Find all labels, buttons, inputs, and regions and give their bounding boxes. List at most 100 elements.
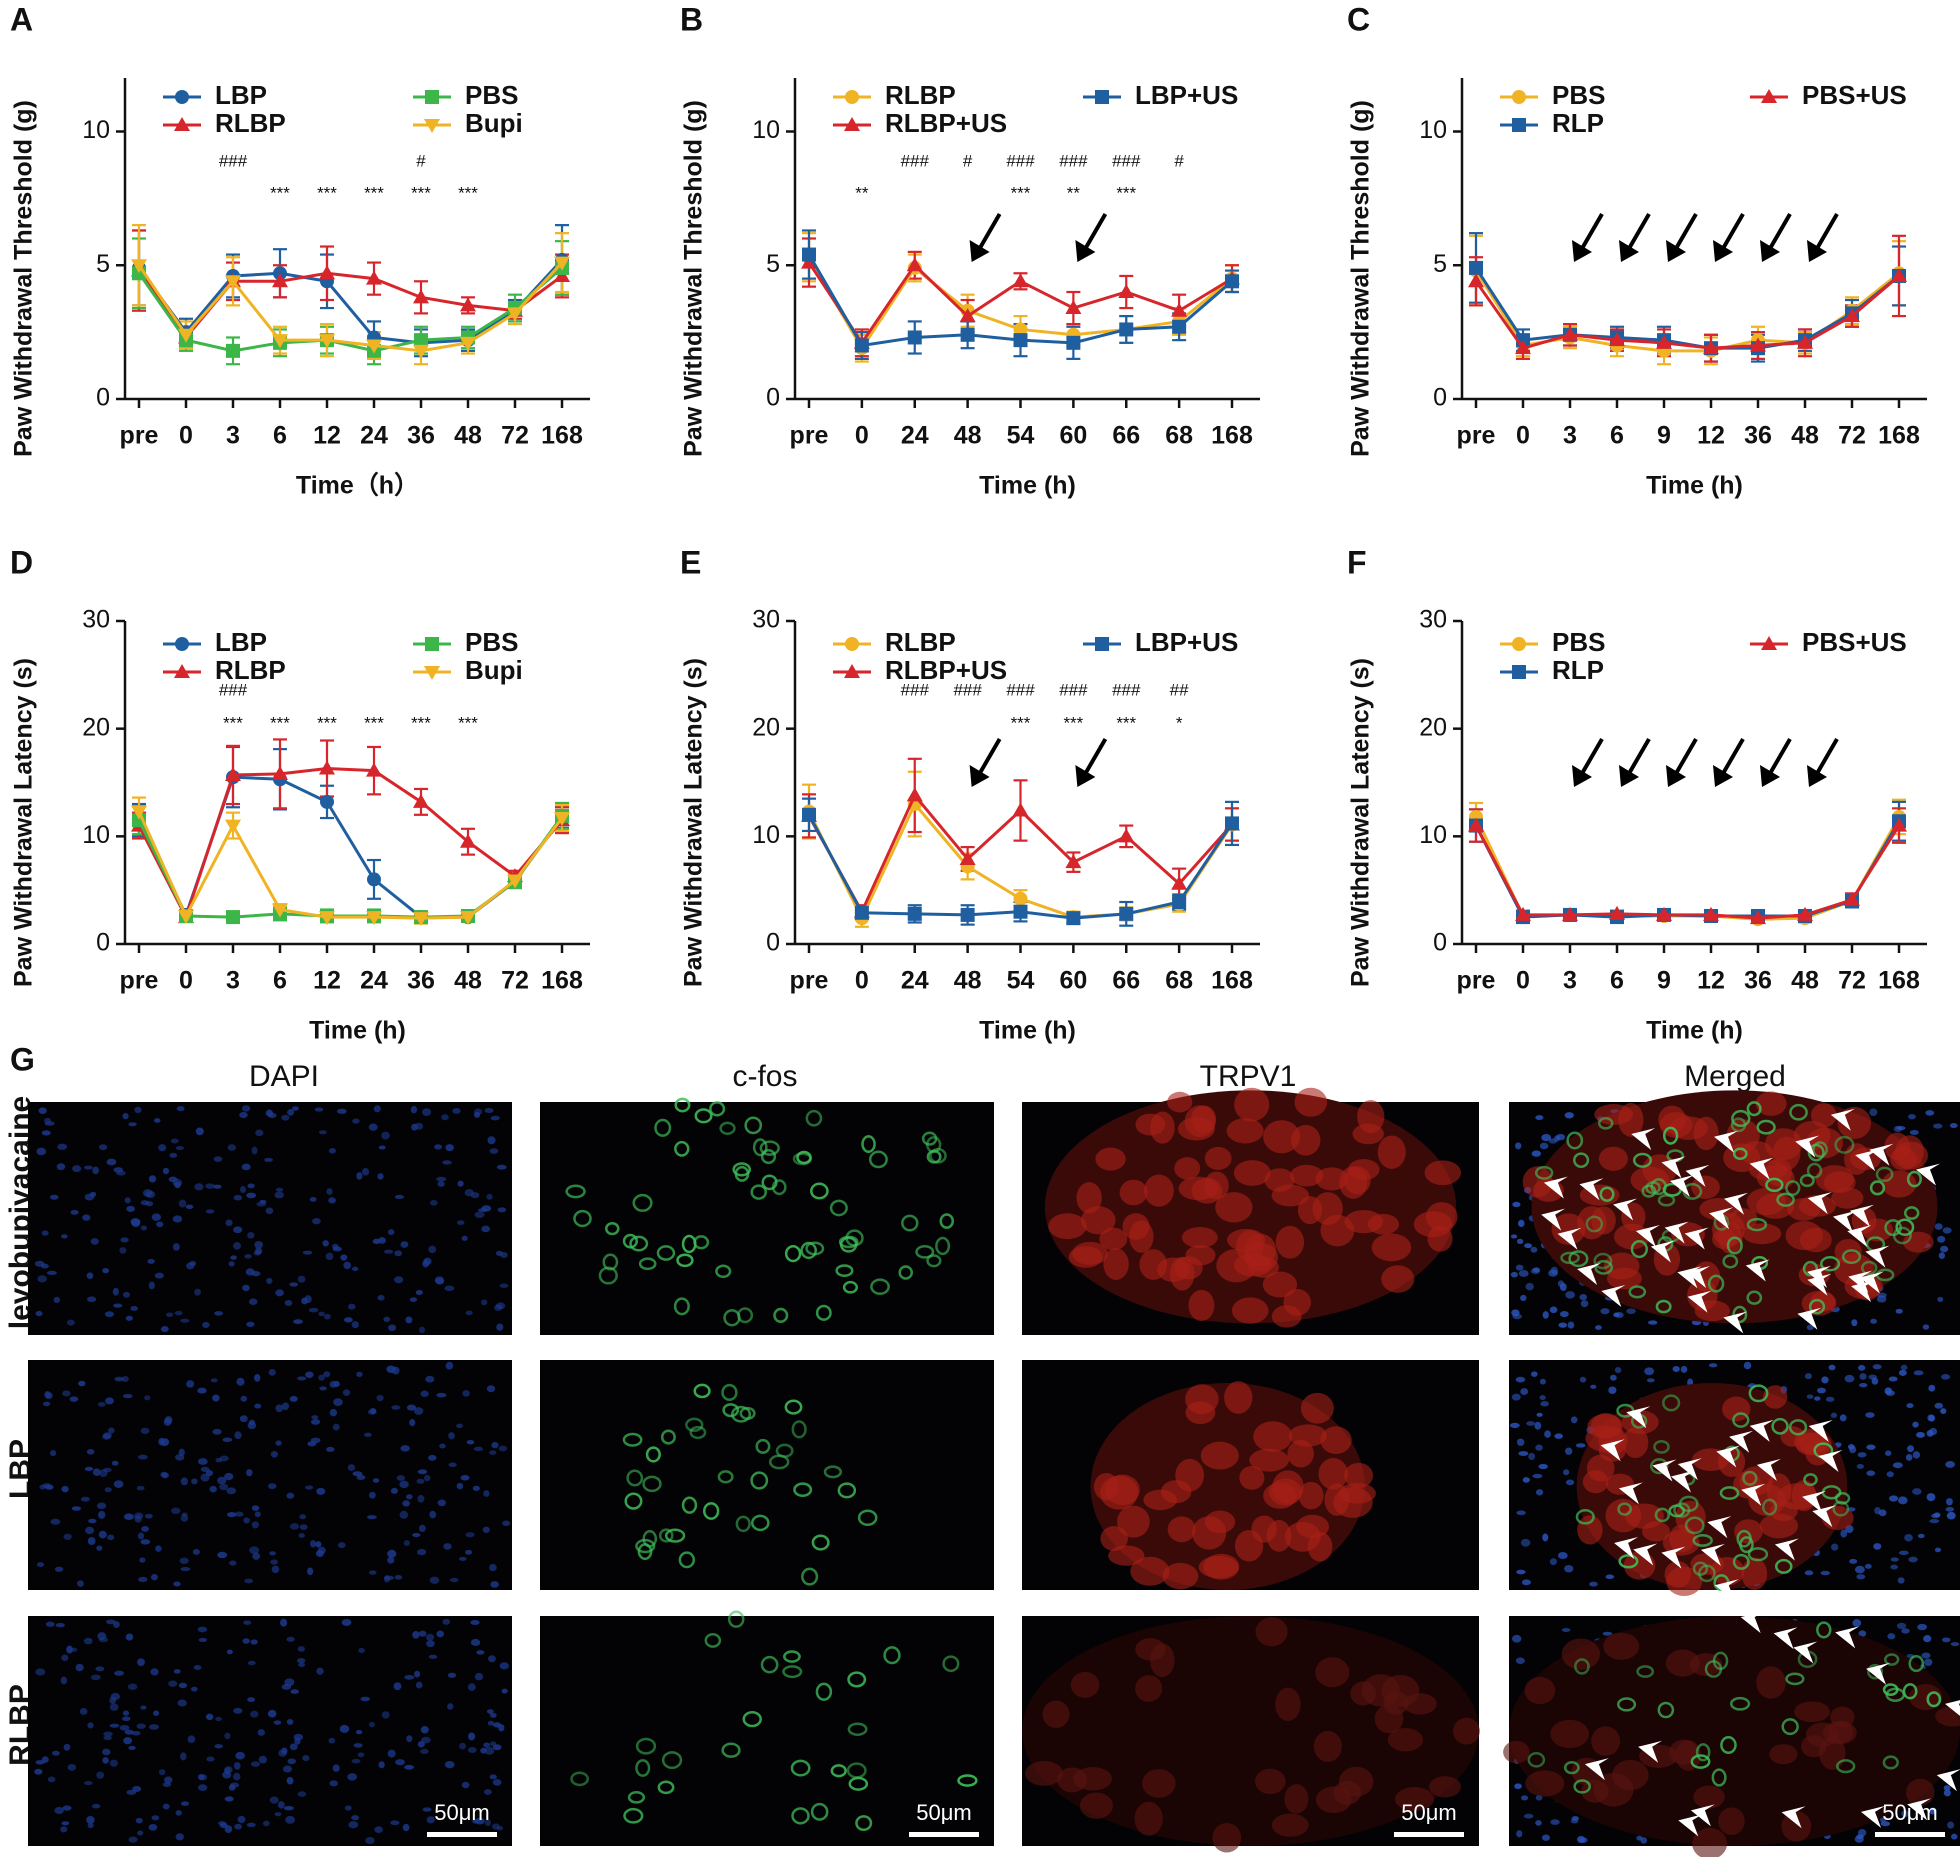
nucleus [470, 1192, 480, 1199]
nucleus [412, 1630, 420, 1639]
nucleus [351, 1321, 359, 1329]
nucleus [326, 1188, 333, 1195]
nucleus [112, 1621, 120, 1628]
column-label: TRPV1 [1200, 1060, 1297, 1093]
nucleus [229, 1560, 237, 1566]
cfos-cell [1746, 1290, 1763, 1305]
cfos-cell [1653, 1440, 1670, 1454]
nucleus [355, 1729, 363, 1735]
nucleus [1924, 1658, 1933, 1667]
scale-bar-label: 50μm [434, 1800, 489, 1825]
nucleus [1567, 1321, 1575, 1329]
pointer-arrow [1670, 1470, 1695, 1493]
nucleus [1672, 1365, 1680, 1373]
marker [1797, 906, 1813, 921]
neuron [1352, 1123, 1384, 1145]
nucleus [400, 1445, 410, 1452]
nucleus [1509, 1422, 1520, 1429]
neuron [1234, 1087, 1270, 1122]
nucleus [212, 1394, 220, 1402]
pointer-arrow [1714, 1130, 1739, 1153]
nucleus [1940, 1408, 1947, 1414]
cfos-cell [727, 1610, 745, 1628]
nucleus [1839, 1414, 1847, 1422]
nucleus [170, 1138, 179, 1144]
pointer-arrow [1577, 1262, 1602, 1285]
marker [1225, 816, 1239, 831]
cfos-cell [693, 1235, 710, 1250]
neuron [1425, 1202, 1458, 1232]
nucleus [1646, 1378, 1655, 1383]
nucleus [1535, 1444, 1543, 1451]
nucleus [1929, 1807, 1937, 1815]
cfos-cell [704, 1632, 722, 1648]
nucleus [369, 1407, 377, 1415]
cfos-cell [760, 1655, 779, 1674]
nucleus [1806, 1324, 1814, 1331]
nucleus [1549, 1306, 1558, 1314]
nucleus [337, 1108, 347, 1114]
nucleus [310, 1540, 317, 1548]
pointer-arrow [1707, 1516, 1732, 1539]
neuron [1215, 1192, 1253, 1223]
nucleus [172, 1215, 183, 1223]
nucleus [35, 1310, 43, 1317]
cfos-cell [1812, 1141, 1828, 1158]
nucleus [1539, 1378, 1546, 1385]
nucleus [1526, 1421, 1536, 1426]
cfos-cell [1729, 1696, 1751, 1711]
nucleus [1514, 1783, 1522, 1790]
nucleus [420, 1736, 431, 1744]
x-axis-title: Time (h) [979, 1017, 1076, 1045]
nucleus [121, 1375, 129, 1382]
cfos-cell [1742, 1470, 1758, 1486]
y-tick-label: 20 [82, 713, 110, 741]
marker [907, 330, 922, 345]
x-tick-label: 72 [501, 967, 529, 995]
neuron [1298, 1481, 1324, 1510]
nucleus [1534, 1421, 1542, 1430]
cfos-cell [1756, 1119, 1776, 1135]
neuron [1025, 1760, 1063, 1786]
nucleus [233, 1194, 243, 1201]
nucleus [420, 1390, 429, 1397]
nucleus [226, 1487, 237, 1495]
nucleus [1913, 1370, 1924, 1376]
nucleus [1510, 1234, 1518, 1239]
nucleus [1950, 1642, 1960, 1647]
nucleus [356, 1474, 366, 1481]
x-tick-label: pre [120, 967, 159, 995]
nucleus [233, 1707, 243, 1714]
nucleus [1856, 1574, 1866, 1580]
legend-marker [175, 90, 189, 104]
cfos-cell [842, 1280, 859, 1294]
marker [225, 275, 241, 290]
cfos-cell [1731, 1109, 1751, 1128]
nucleus [1640, 1837, 1648, 1844]
nucleus [470, 1619, 480, 1625]
nucleus [298, 1533, 305, 1538]
nucleus [113, 1303, 123, 1308]
significance-star: *** [1011, 183, 1031, 202]
nucleus [283, 1805, 294, 1811]
pointer-arrow [1661, 1156, 1686, 1179]
cfos-cell [1657, 1701, 1675, 1719]
x-tick-label: 0 [1516, 422, 1530, 450]
neuron [1794, 1701, 1830, 1723]
neuron [1070, 1671, 1100, 1698]
nucleus [439, 1443, 446, 1449]
pointer-arrow [1808, 1420, 1833, 1443]
nucleus [1887, 1633, 1896, 1640]
nucleus [1884, 1387, 1893, 1395]
nucleus [277, 1801, 285, 1809]
y-axis-title: Paw Withdrawal Threshold (g) [1347, 100, 1375, 457]
micrograph-bg [28, 1616, 512, 1846]
nucleus [1522, 1477, 1530, 1483]
nucleus [462, 1390, 470, 1397]
neuron [1577, 1515, 1603, 1545]
nucleus [180, 1752, 187, 1761]
nucleus [251, 1146, 258, 1155]
nucleus [249, 1546, 260, 1555]
nucleus [230, 1255, 237, 1260]
nucleus [289, 1743, 298, 1751]
